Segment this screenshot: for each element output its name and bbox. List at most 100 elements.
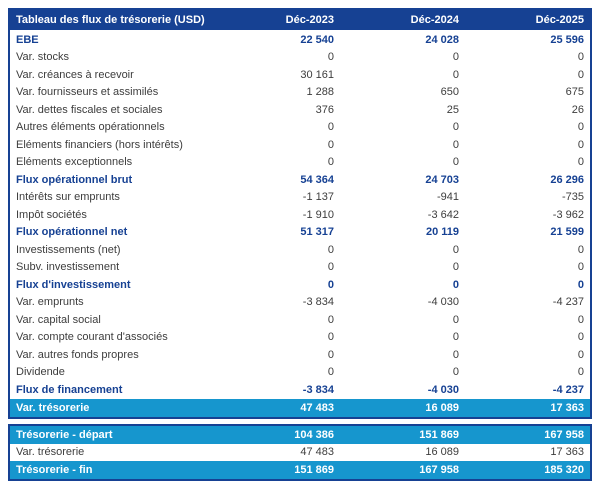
row-value: 21 599 (550, 226, 584, 239)
table-row: Var. autres fonds propres 0 0 0 (10, 346, 590, 364)
row-value: 0 (452, 138, 459, 151)
row-value: 0 (452, 313, 459, 326)
row-value: 0 (577, 278, 584, 291)
row-value: 17 363 (550, 446, 584, 459)
row-value: 26 (571, 103, 584, 116)
row-value: 47 483 (300, 446, 334, 459)
row-value: 0 (577, 331, 584, 344)
row-label: Var. trésorerie (16, 446, 85, 459)
row-value: 185 320 (544, 464, 584, 476)
table-row: Autres éléments opérationnels 0 0 0 (10, 118, 590, 136)
row-value: 0 (577, 348, 584, 361)
row-value: -3 834 (302, 383, 334, 396)
row-value: 0 (452, 156, 459, 169)
row-value: 0 (577, 68, 584, 81)
main-table-body: EBE 22 540 24 028 25 596 Var. stocks 0 0 0 Var. … (10, 31, 590, 417)
row-value: 0 (577, 138, 584, 151)
row-value: -3 962 (552, 208, 584, 221)
row-value: 25 596 (550, 33, 584, 46)
row-value: -941 (436, 191, 459, 204)
row-value: 16 089 (425, 401, 459, 414)
row-value: -3 834 (302, 296, 334, 309)
row-label: Eléments exceptionnels (16, 156, 133, 169)
table-title: Tableau des flux de trésorerie (USD) (16, 14, 205, 26)
row-value: 0 (577, 243, 584, 256)
row-value: 0 (327, 331, 334, 344)
row-label: Var. trésorerie (16, 401, 90, 414)
row-value: 0 (327, 366, 334, 379)
row-value: 167 958 (419, 464, 459, 476)
row-label: EBE (16, 33, 39, 46)
row-label: Autres éléments opérationnels (16, 121, 165, 134)
table-row: EBE 22 540 24 028 25 596 (10, 31, 590, 49)
row-value: 104 386 (294, 428, 334, 441)
row-value: -4 237 (552, 383, 584, 396)
row-value: 650 (440, 86, 459, 99)
row-value: 22 540 (300, 33, 334, 46)
row-value: 0 (452, 243, 459, 256)
row-value: 30 161 (300, 68, 334, 81)
row-value: 26 296 (550, 173, 584, 186)
cashflow-table: Tableau des flux de trésorerie (USD) Déc… (8, 8, 592, 419)
table-row: Investissements (net) 0 0 0 (10, 241, 590, 259)
row-label: Flux d'investissement (16, 278, 131, 291)
table-row: Var. stocks 0 0 0 (10, 48, 590, 66)
row-value: 0 (327, 313, 334, 326)
row-value: 0 (577, 261, 584, 274)
row-value: 151 869 (419, 428, 459, 441)
row-label: Flux de financement (16, 383, 123, 396)
row-value: 0 (452, 348, 459, 361)
row-value: 376 (315, 103, 334, 116)
table-row: Var. emprunts -3 834 -4 030 -4 237 (10, 293, 590, 311)
table-row: Trésorerie - départ 104 386 151 869 167 958 (10, 425, 590, 444)
table-header-row: Tableau des flux de trésorerie (USD) Déc… (10, 10, 590, 31)
row-value: 0 (452, 121, 459, 134)
row-value: 24 703 (425, 173, 459, 186)
row-label: Var. stocks (16, 51, 69, 64)
column-header-dec-2023: Déc-2023 (285, 14, 334, 26)
row-label: Flux opérationnel brut (16, 173, 133, 186)
column-header-dec-2024: Déc-2024 (410, 14, 459, 26)
row-label: Intérêts sur emprunts (16, 191, 120, 204)
table-row: Var. capital social 0 0 0 (10, 311, 590, 329)
row-label: Dividende (16, 366, 65, 379)
row-value: 17 363 (550, 401, 584, 414)
row-value: 0 (452, 51, 459, 64)
row-value: -4 237 (552, 296, 584, 309)
row-value: 0 (327, 278, 334, 291)
row-value: 0 (327, 156, 334, 169)
row-value: 151 869 (294, 464, 334, 476)
summary-table-body: Trésorerie - départ 104 386 151 869 167 958… (10, 425, 590, 479)
row-label: Var. capital social (16, 313, 101, 326)
row-value: 54 364 (300, 173, 334, 186)
row-value: -735 (561, 191, 584, 204)
row-value: -3 642 (427, 208, 459, 221)
page: Tableau des flux de trésorerie (USD) Déc… (8, 8, 592, 481)
row-value: -1 137 (302, 191, 334, 204)
row-label: Var. dettes fiscales et sociales (16, 103, 163, 116)
row-value: 0 (327, 261, 334, 274)
table-row: Var. fournisseurs et assimilés 1 288 650 67… (10, 83, 590, 101)
row-value: 25 (446, 103, 459, 116)
table-row: Impôt sociétés -1 910 -3 642 -3 962 (10, 206, 590, 224)
table-row: Flux opérationnel net 51 317 20 119 21 599 (10, 223, 590, 241)
row-label: Subv. investissement (16, 261, 120, 274)
row-value: 51 317 (300, 226, 334, 239)
table-row: Intérêts sur emprunts -1 137 -941 -735 (10, 188, 590, 206)
row-value: 0 (577, 366, 584, 379)
row-value: -1 910 (302, 208, 334, 221)
row-value: 0 (327, 138, 334, 151)
row-value: 16 089 (425, 446, 459, 459)
row-value: -4 030 (427, 383, 459, 396)
row-value: 167 958 (544, 428, 584, 441)
table-row: Var. créances à recevoir 30 161 0 0 (10, 66, 590, 84)
table-row: Trésorerie - fin 151 869 167 958 185 320 (10, 461, 590, 479)
row-label: Var. emprunts (16, 296, 84, 309)
table-row: Subv. investissement 0 0 0 (10, 258, 590, 276)
row-value: 47 483 (300, 401, 334, 414)
table-row: Eléments financiers (hors intérêts) 0 0 0 (10, 136, 590, 154)
row-label: Var. autres fonds propres (16, 348, 139, 361)
row-value: 0 (452, 331, 459, 344)
row-value: 0 (577, 156, 584, 169)
table-row: Var. trésorerie 47 483 16 089 17 363 (10, 443, 590, 461)
